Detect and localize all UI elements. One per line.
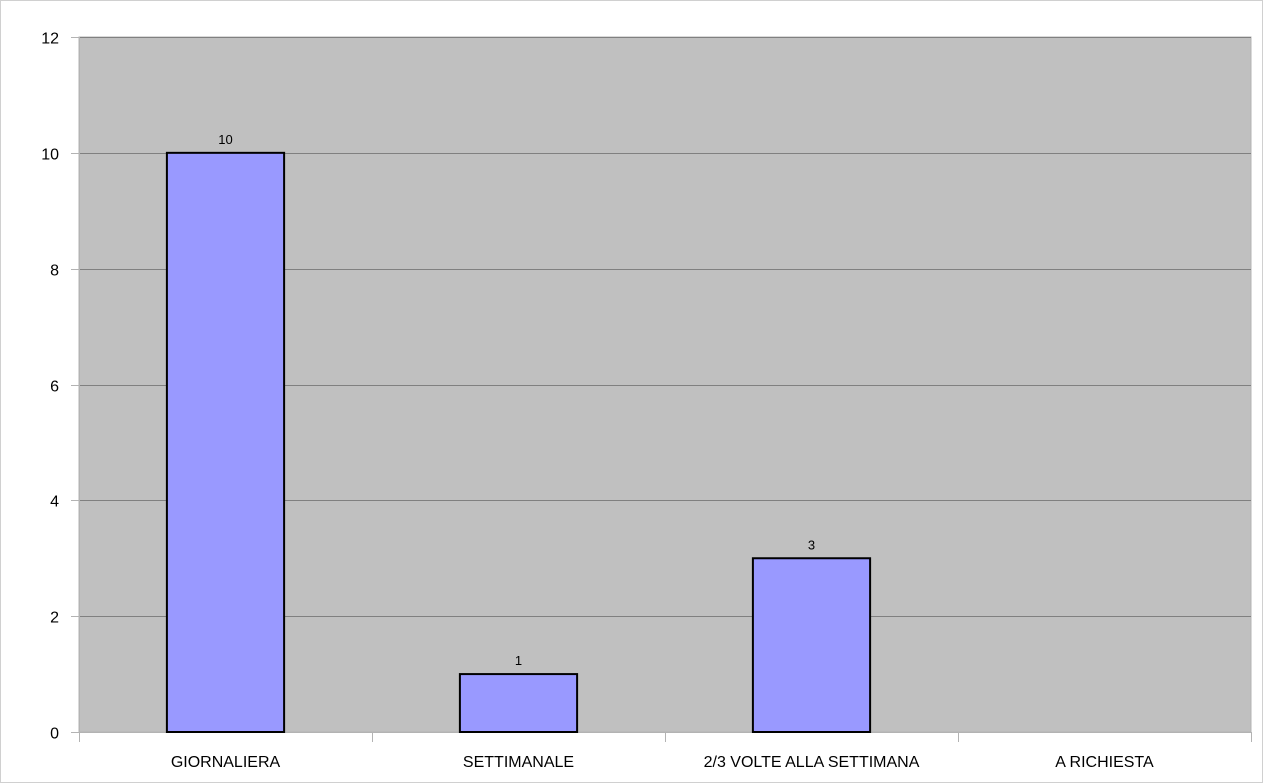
y-tick-label: 8: [50, 263, 59, 280]
x-category-label: A RICHIESTA: [1055, 754, 1154, 771]
bar: [165, 151, 286, 734]
y-tick-label: 10: [41, 147, 59, 164]
x-category-label: GIORNALIERA: [171, 754, 281, 771]
y-tick-label: 2: [50, 610, 59, 627]
data-label: 10: [218, 132, 232, 147]
y-tick-label: 4: [50, 494, 59, 511]
x-category-label: SETTIMANALE: [463, 754, 574, 771]
labels: 0 2 4 6 8 10 12 10 GIORNALIERA 1 SETTIMANALE 3 2/3 V…: [41, 31, 1154, 772]
bar: [458, 673, 579, 733]
data-label: 1: [515, 653, 522, 668]
bars: [165, 151, 872, 734]
y-tick-label: 12: [41, 31, 59, 48]
axes: [71, 37, 1252, 742]
bar: [751, 557, 872, 733]
y-tick-label: 6: [50, 379, 59, 396]
y-tick-label: 0: [50, 726, 59, 743]
x-category-label: 2/3 VOLTE ALLA SETTIMANA: [704, 754, 920, 771]
data-label: 3: [808, 537, 815, 552]
